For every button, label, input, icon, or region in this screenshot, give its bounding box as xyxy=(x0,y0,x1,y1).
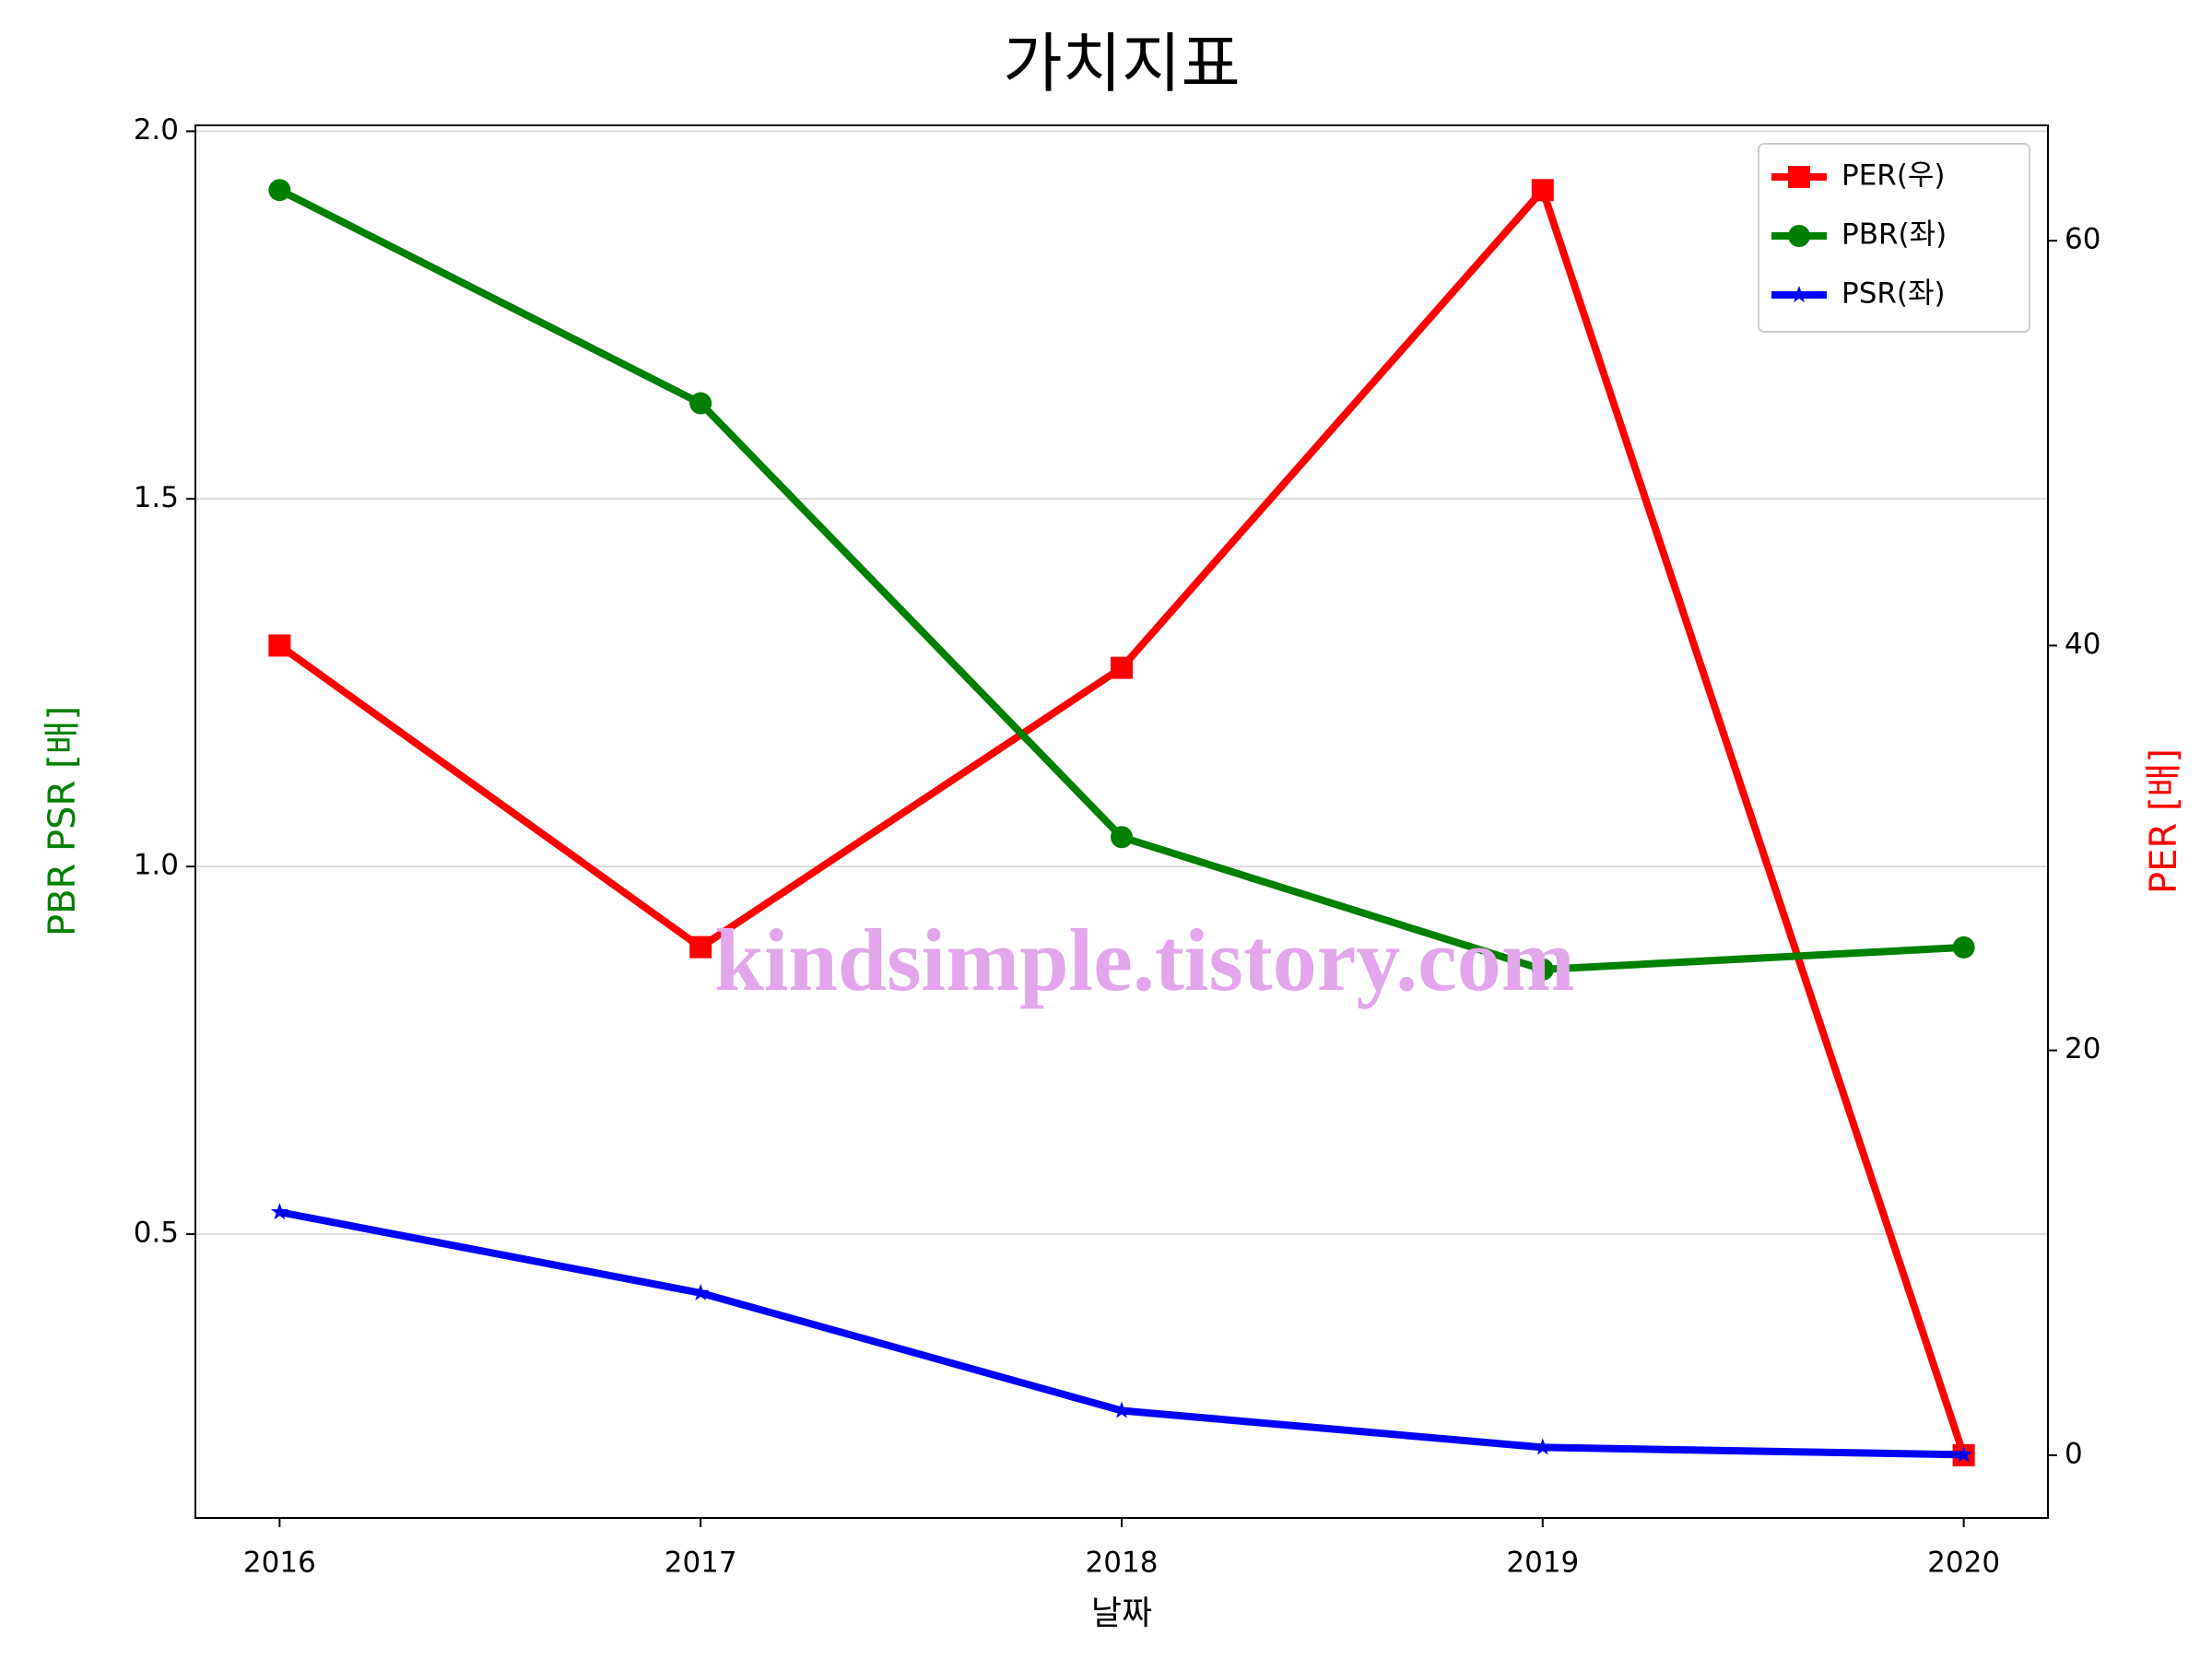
legend-marker xyxy=(1788,225,1810,247)
marker xyxy=(1955,1445,1973,1463)
y2-tick-label: 0 xyxy=(2065,1437,2083,1470)
x-tick-label: 2020 xyxy=(1927,1547,2000,1580)
marker xyxy=(689,935,712,959)
marker xyxy=(1111,656,1133,679)
legend-label: PBR(좌) xyxy=(1841,218,1947,252)
x-tick-label: 2019 xyxy=(1506,1547,1579,1580)
chart-title: 가치지표 xyxy=(1003,26,1241,101)
y-tick-label: 1.0 xyxy=(134,849,179,882)
legend-label: PER(우) xyxy=(1841,159,1946,193)
x-axis-label: 날짜 xyxy=(1091,1594,1152,1632)
legend-label: PSR(좌) xyxy=(1841,277,1946,311)
y2-tick-label: 40 xyxy=(2065,628,2100,661)
legend-box xyxy=(1758,143,2030,333)
y2-tick-label: 20 xyxy=(2065,1032,2100,1065)
marker xyxy=(1111,826,1133,849)
marker xyxy=(268,634,291,657)
marker xyxy=(1534,1438,1552,1455)
y2-axis-label: PER [배] xyxy=(2143,748,2185,894)
marker xyxy=(1531,958,1554,981)
x-tick-label: 2017 xyxy=(665,1547,737,1580)
y-tick-label: 0.5 xyxy=(134,1217,179,1250)
marker xyxy=(689,392,712,415)
x-tick-label: 2016 xyxy=(243,1547,316,1580)
marker xyxy=(270,1203,288,1220)
marker xyxy=(1531,179,1554,202)
marker xyxy=(1952,935,1975,959)
y-axis-label: PBR PSR [배] xyxy=(41,706,84,936)
legend-marker xyxy=(1788,166,1810,188)
y-tick-label: 2.0 xyxy=(134,113,179,147)
y2-tick-label: 60 xyxy=(2065,223,2100,256)
marker xyxy=(1112,1401,1131,1418)
y-tick-label: 1.5 xyxy=(134,481,179,514)
marker xyxy=(268,179,291,202)
legend-marker xyxy=(1790,286,1808,303)
marker xyxy=(691,1283,710,1300)
annotation: kindsimple.tistory.com xyxy=(714,911,1574,1009)
plot-frame xyxy=(194,124,2049,1519)
x-tick-label: 2018 xyxy=(1086,1547,1159,1580)
